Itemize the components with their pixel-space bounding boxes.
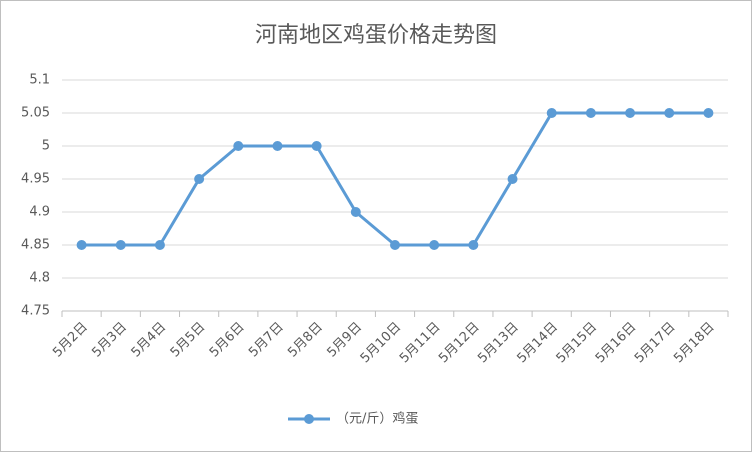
point [585, 108, 596, 118]
point [468, 240, 479, 250]
chart-title: 河南地区鸡蛋价格走势图 [255, 23, 497, 48]
point [546, 108, 557, 118]
point [194, 174, 205, 184]
point [350, 207, 361, 217]
y-tick-label: 4.75 [21, 304, 50, 319]
y-tick-label: 4.85 [21, 238, 50, 253]
y-tick-label: 5 [42, 139, 50, 154]
point [154, 240, 165, 250]
point [625, 108, 636, 118]
point [703, 108, 714, 118]
y-tick-label: 4.8 [29, 271, 50, 286]
point [272, 141, 283, 151]
point [429, 240, 440, 250]
point [507, 174, 518, 184]
point [664, 108, 675, 118]
point [233, 141, 244, 151]
point [311, 141, 322, 151]
legend-marker [304, 414, 314, 424]
point [76, 240, 87, 250]
y-tick-label: 5.05 [21, 106, 50, 121]
legend-label: （元/斤）鸡蛋 [336, 411, 418, 427]
y-tick-label: 5.1 [29, 73, 50, 88]
y-tick-label: 4.9 [29, 205, 50, 220]
point [390, 240, 400, 250]
point [115, 240, 126, 250]
y-tick-label: 4.95 [21, 172, 50, 187]
